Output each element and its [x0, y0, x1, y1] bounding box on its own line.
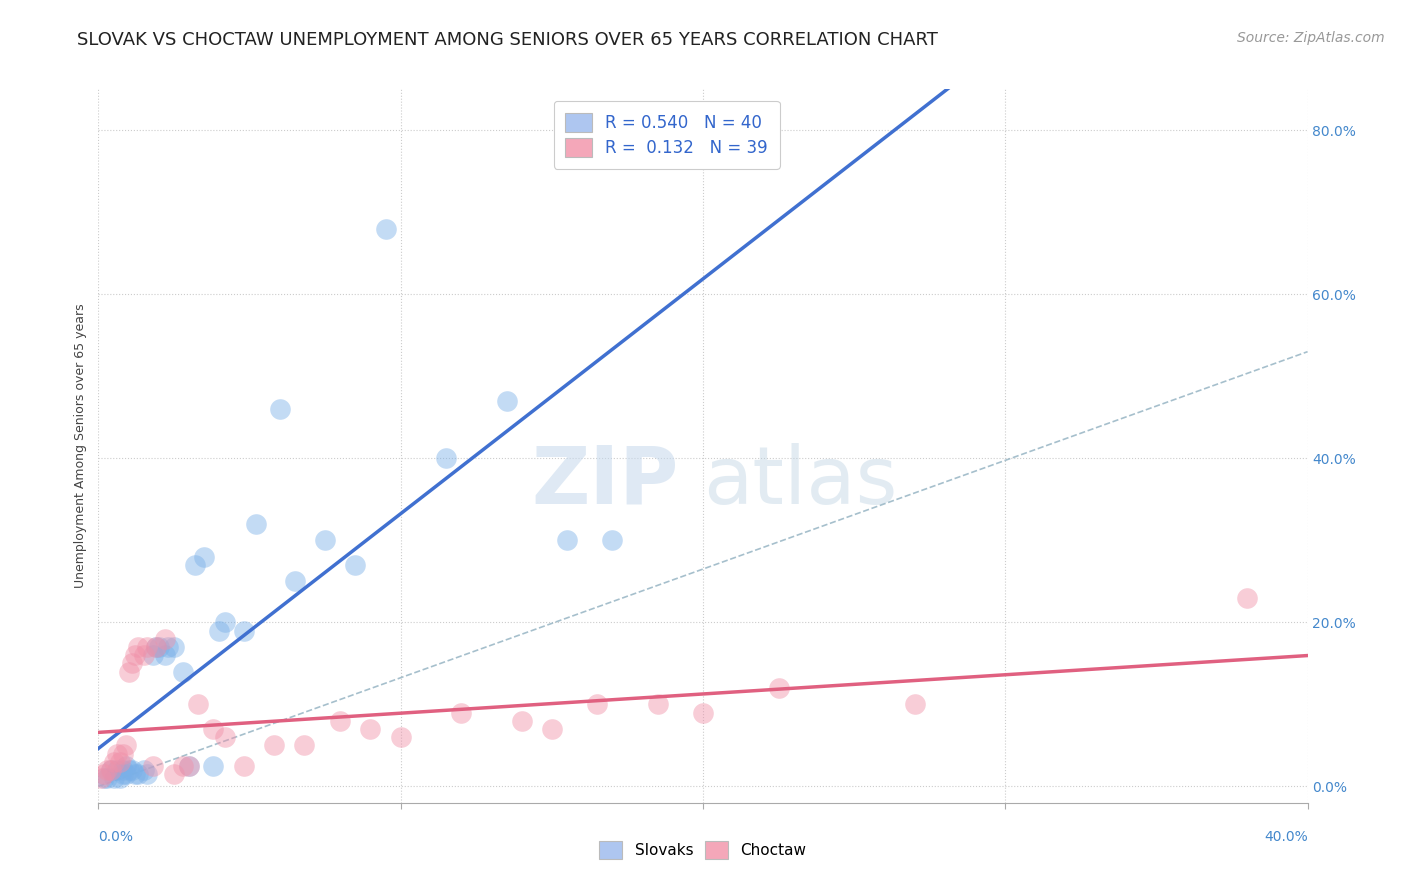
Point	[111, 763, 134, 777]
Point	[172, 759, 194, 773]
Point	[232, 759, 254, 773]
Point	[100, 763, 122, 777]
Point	[647, 698, 669, 712]
Text: 40.0%: 40.0%	[1264, 830, 1308, 844]
Point	[118, 763, 141, 777]
Point	[148, 640, 170, 654]
Point	[768, 681, 790, 695]
Point	[114, 739, 136, 753]
Y-axis label: Unemployment Among Seniors over 65 years: Unemployment Among Seniors over 65 years	[75, 303, 87, 589]
Point	[100, 763, 122, 777]
Point	[1236, 591, 1258, 605]
Point	[142, 759, 165, 773]
Point	[111, 767, 134, 781]
Point	[187, 698, 209, 712]
Point	[103, 755, 125, 769]
Point	[602, 533, 624, 548]
Point	[208, 624, 231, 638]
Point	[156, 640, 179, 654]
Point	[202, 759, 225, 773]
Point	[114, 767, 136, 781]
Point	[193, 549, 215, 564]
Point	[145, 640, 167, 654]
Point	[904, 698, 927, 712]
Text: atlas: atlas	[703, 442, 897, 521]
Point	[96, 763, 118, 777]
Point	[214, 615, 236, 630]
Point	[114, 759, 136, 773]
Point	[172, 665, 194, 679]
Point	[142, 648, 165, 662]
Point	[374, 221, 396, 235]
Point	[434, 451, 457, 466]
Point	[495, 393, 517, 408]
Point	[127, 640, 149, 654]
Point	[510, 714, 533, 728]
Text: 0.0%: 0.0%	[98, 830, 134, 844]
Point	[145, 640, 167, 654]
Point	[179, 759, 201, 773]
Legend: Slovaks, Choctaw: Slovaks, Choctaw	[592, 834, 814, 866]
Point	[269, 402, 291, 417]
Point	[232, 624, 254, 638]
Text: Source: ZipAtlas.com: Source: ZipAtlas.com	[1237, 31, 1385, 45]
Point	[263, 739, 285, 753]
Point	[118, 665, 141, 679]
Text: SLOVAK VS CHOCTAW UNEMPLOYMENT AMONG SENIORS OVER 65 YEARS CORRELATION CHART: SLOVAK VS CHOCTAW UNEMPLOYMENT AMONG SEN…	[77, 31, 938, 49]
Point	[179, 759, 201, 773]
Point	[540, 722, 562, 736]
Point	[105, 763, 128, 777]
Point	[132, 648, 155, 662]
Point	[93, 771, 115, 785]
Point	[450, 706, 472, 720]
Point	[184, 558, 207, 572]
Text: ZIP: ZIP	[531, 442, 679, 521]
Point	[111, 747, 134, 761]
Point	[135, 767, 157, 781]
Point	[163, 767, 186, 781]
Point	[90, 771, 112, 785]
Point	[132, 763, 155, 777]
Point	[202, 722, 225, 736]
Point	[121, 763, 143, 777]
Point	[135, 640, 157, 654]
Point	[314, 533, 336, 548]
Point	[245, 516, 267, 531]
Point	[108, 771, 131, 785]
Point	[153, 648, 176, 662]
Point	[284, 574, 307, 589]
Point	[360, 722, 382, 736]
Legend: R = 0.540   N = 40, R =  0.132   N = 39: R = 0.540 N = 40, R = 0.132 N = 39	[554, 101, 780, 169]
Point	[153, 632, 176, 646]
Point	[555, 533, 578, 548]
Point	[124, 767, 146, 781]
Point	[163, 640, 186, 654]
Point	[344, 558, 367, 572]
Point	[292, 739, 315, 753]
Point	[121, 657, 143, 671]
Point	[96, 771, 118, 785]
Point	[127, 767, 149, 781]
Point	[329, 714, 352, 728]
Point	[692, 706, 714, 720]
Point	[214, 730, 236, 744]
Point	[93, 767, 115, 781]
Point	[124, 648, 146, 662]
Point	[108, 755, 131, 769]
Point	[586, 698, 609, 712]
Point	[103, 771, 125, 785]
Point	[105, 747, 128, 761]
Point	[389, 730, 412, 744]
